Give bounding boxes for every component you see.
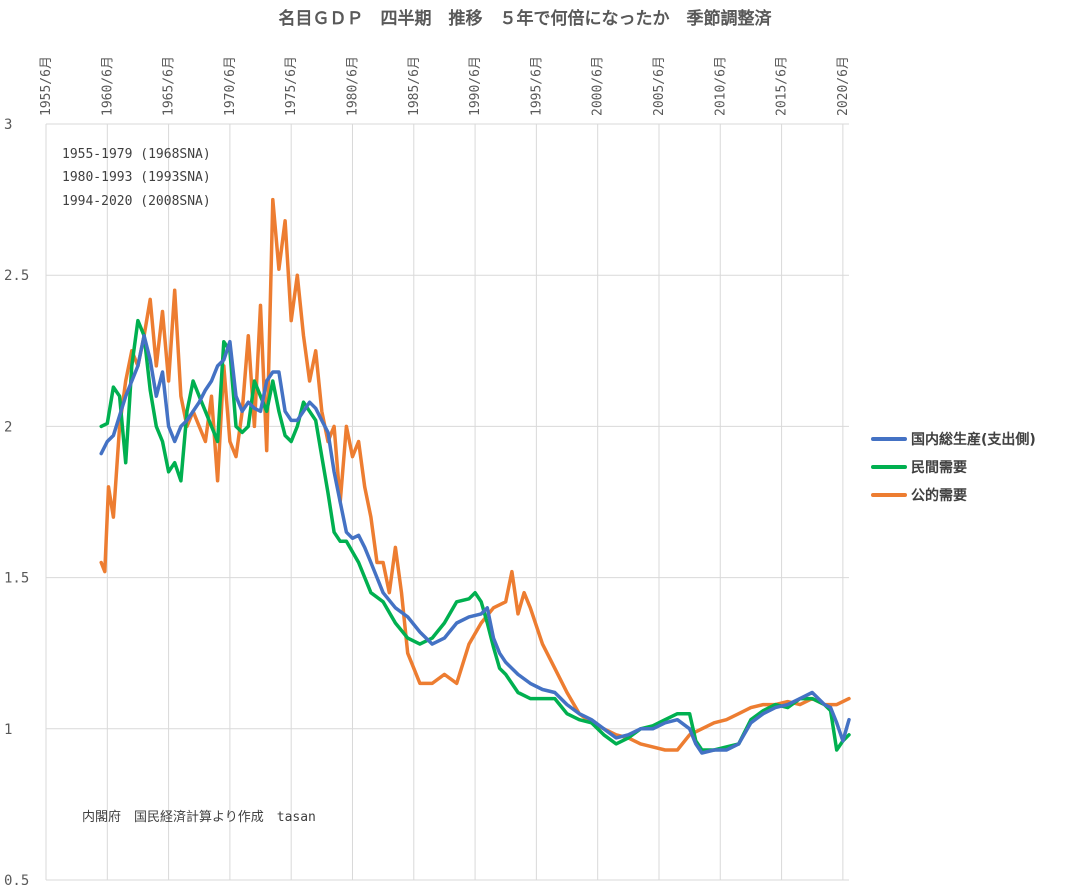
y-tick-label-5: 3 — [4, 117, 12, 133]
legend-label-0: 国内総生産(支出側) — [911, 431, 1036, 448]
y-tick-label-0: 0.5 — [4, 873, 29, 889]
y-tick-label-3: 2 — [4, 419, 12, 435]
x-tick-label-8: 1995/6月 — [529, 56, 544, 116]
series-line-0 — [99, 333, 851, 755]
x-axis-ticks: 1955/6月 1960/6月 1965/6月 1970/6月 1975/6月 1980/… — [39, 56, 851, 116]
x-tick-label-13: 2020/6月 — [836, 56, 851, 116]
x-tick-label-7: 1990/6月 — [468, 56, 483, 116]
chart-title: 名目ＧＤＰ 四半期 推移 ５年で何倍になったか 季節調整済 — [279, 8, 773, 29]
y-axis-ticks: 0.5 1 1.5 2 2.5 3 — [4, 117, 29, 889]
y-tick-label-1: 1 — [4, 722, 12, 738]
x-tick-label-1: 1960/6月 — [100, 56, 115, 116]
legend-label-1: 民間需要 — [911, 459, 967, 476]
y-tick-label-4: 2.5 — [4, 268, 29, 284]
sna-notes: 1955-1979 (1968SNA) 1980-1993 (1993SNA) … — [62, 147, 211, 209]
x-tick-label-0: 1955/6月 — [39, 56, 54, 116]
series-lines — [99, 197, 851, 755]
x-tick-label-5: 1980/6月 — [345, 56, 360, 116]
y-tick-label-2: 1.5 — [4, 571, 29, 587]
x-tick-label-2: 1965/6月 — [162, 56, 177, 116]
x-tick-label-9: 2000/6月 — [591, 56, 606, 116]
source-note: 内閣府 国民経済計算より作成 tasan — [82, 809, 316, 825]
x-tick-label-3: 1970/6月 — [223, 56, 238, 116]
sna-note-2008: 1994-2020 (2008SNA) — [62, 194, 211, 209]
sna-note-1968: 1955-1979 (1968SNA) — [62, 147, 211, 162]
x-tick-label-11: 2010/6月 — [713, 56, 728, 116]
legend-label-2: 公的需要 — [911, 487, 967, 504]
x-tick-label-6: 1985/6月 — [407, 56, 422, 116]
x-tick-label-4: 1975/6月 — [284, 56, 299, 116]
x-tick-label-10: 2005/6月 — [652, 56, 667, 116]
x-tick-label-12: 2015/6月 — [775, 56, 790, 116]
grid — [45, 123, 849, 881]
sna-note-1993: 1980-1993 (1993SNA) — [62, 170, 211, 185]
